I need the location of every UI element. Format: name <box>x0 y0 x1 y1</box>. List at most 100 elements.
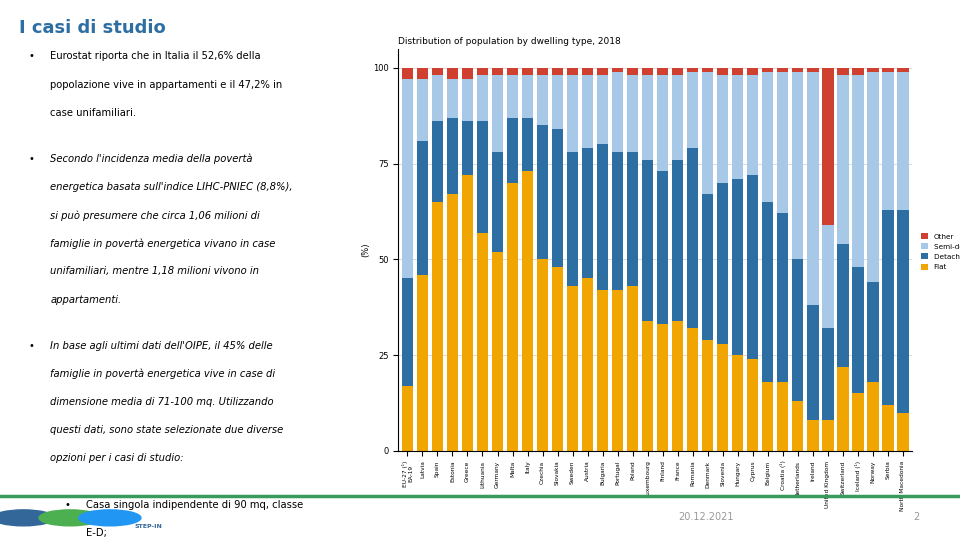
Text: energetica basata sull'indice LIHC-PNIEC (8,8%),: energetica basata sull'indice LIHC-PNIEC… <box>51 182 293 192</box>
Bar <box>462 175 473 451</box>
Circle shape <box>79 510 141 526</box>
Bar <box>867 382 878 451</box>
Bar <box>732 76 743 179</box>
Text: STEP-IN: STEP-IN <box>134 524 162 529</box>
Bar <box>687 148 698 328</box>
Bar <box>492 152 503 252</box>
Bar <box>462 122 473 175</box>
Bar <box>597 76 609 144</box>
Bar <box>612 72 623 152</box>
Bar <box>492 76 503 152</box>
Bar <box>642 76 654 160</box>
Bar <box>417 79 428 140</box>
Bar <box>642 160 654 321</box>
Bar <box>807 72 819 305</box>
Bar <box>823 225 833 328</box>
Bar <box>402 68 413 79</box>
Bar <box>492 68 503 76</box>
Bar <box>537 68 548 76</box>
Bar <box>417 68 428 79</box>
Bar <box>402 279 413 386</box>
Bar <box>627 68 638 76</box>
Text: Secondo l'incidenza media della povertà: Secondo l'incidenza media della povertà <box>51 154 252 164</box>
Bar <box>837 68 849 76</box>
Bar <box>477 122 488 233</box>
Bar <box>882 405 894 451</box>
Bar <box>823 68 833 225</box>
Bar <box>867 72 878 282</box>
Bar <box>552 76 564 129</box>
Bar <box>432 122 444 202</box>
Text: 20.12.2021: 20.12.2021 <box>678 512 733 522</box>
Bar <box>898 210 908 413</box>
Bar <box>882 210 894 405</box>
Text: •: • <box>29 154 35 164</box>
Bar <box>417 275 428 451</box>
Bar <box>582 148 593 279</box>
Text: •: • <box>29 51 35 62</box>
Bar <box>567 68 578 76</box>
Bar <box>582 279 593 451</box>
Bar <box>446 118 458 194</box>
Bar <box>537 125 548 259</box>
Bar <box>837 244 849 367</box>
Bar <box>567 286 578 451</box>
Bar <box>882 68 894 72</box>
Text: case unifamiliari.: case unifamiliari. <box>51 107 136 118</box>
Text: dimensione media di 71-100 mq. Utilizzando: dimensione media di 71-100 mq. Utilizzan… <box>51 397 274 407</box>
Bar <box>717 183 729 343</box>
Bar <box>702 68 713 72</box>
Bar <box>537 76 548 125</box>
Bar <box>672 160 684 321</box>
Bar <box>898 72 908 210</box>
Bar <box>522 76 533 118</box>
Bar <box>778 68 788 72</box>
Bar <box>762 72 774 202</box>
Bar <box>702 72 713 194</box>
Bar <box>492 252 503 451</box>
Bar <box>446 68 458 79</box>
Bar <box>522 68 533 76</box>
Bar <box>747 359 758 451</box>
Text: famiglie in povertà energetica vive in case di: famiglie in povertà energetica vive in c… <box>51 369 276 380</box>
Bar <box>582 68 593 76</box>
Bar <box>657 325 668 451</box>
Text: Eurostat riporta che in Italia il 52,6% della: Eurostat riporta che in Italia il 52,6% … <box>51 51 261 62</box>
Bar <box>567 152 578 286</box>
Bar <box>762 382 774 451</box>
Bar <box>792 72 804 259</box>
Text: E-D;: E-D; <box>86 528 108 538</box>
Bar <box>552 267 564 451</box>
Bar <box>807 420 819 451</box>
Bar <box>717 343 729 451</box>
Bar <box>462 79 473 122</box>
Bar <box>432 68 444 76</box>
Bar <box>537 259 548 451</box>
Text: opzioni per i casi di studio:: opzioni per i casi di studio: <box>51 453 184 463</box>
Y-axis label: (%): (%) <box>361 242 371 257</box>
Bar <box>732 355 743 451</box>
Bar <box>597 144 609 290</box>
Circle shape <box>39 510 101 526</box>
Bar <box>432 76 444 122</box>
Text: Distribution of population by dwelling type, 2018: Distribution of population by dwelling t… <box>398 37 621 46</box>
Bar <box>402 79 413 279</box>
Bar <box>778 213 788 382</box>
Text: 2: 2 <box>914 512 920 522</box>
Bar <box>687 72 698 148</box>
Text: questi dati, sono state selezionate due diverse: questi dati, sono state selezionate due … <box>51 425 283 435</box>
Bar <box>657 76 668 171</box>
Text: I casi di studio: I casi di studio <box>19 19 166 37</box>
Text: Casa singola indipendente di 90 mq, classe: Casa singola indipendente di 90 mq, clas… <box>86 500 303 510</box>
Bar <box>477 68 488 76</box>
Bar <box>747 175 758 359</box>
Bar <box>657 68 668 76</box>
Bar <box>852 394 864 451</box>
Bar <box>462 68 473 79</box>
Bar <box>627 76 638 152</box>
Bar <box>882 72 894 210</box>
Legend: Other, Semi-detached house, Detached house, Flat: Other, Semi-detached house, Detached hou… <box>921 233 960 270</box>
Bar <box>852 68 864 76</box>
Bar <box>642 321 654 451</box>
Bar <box>597 290 609 451</box>
